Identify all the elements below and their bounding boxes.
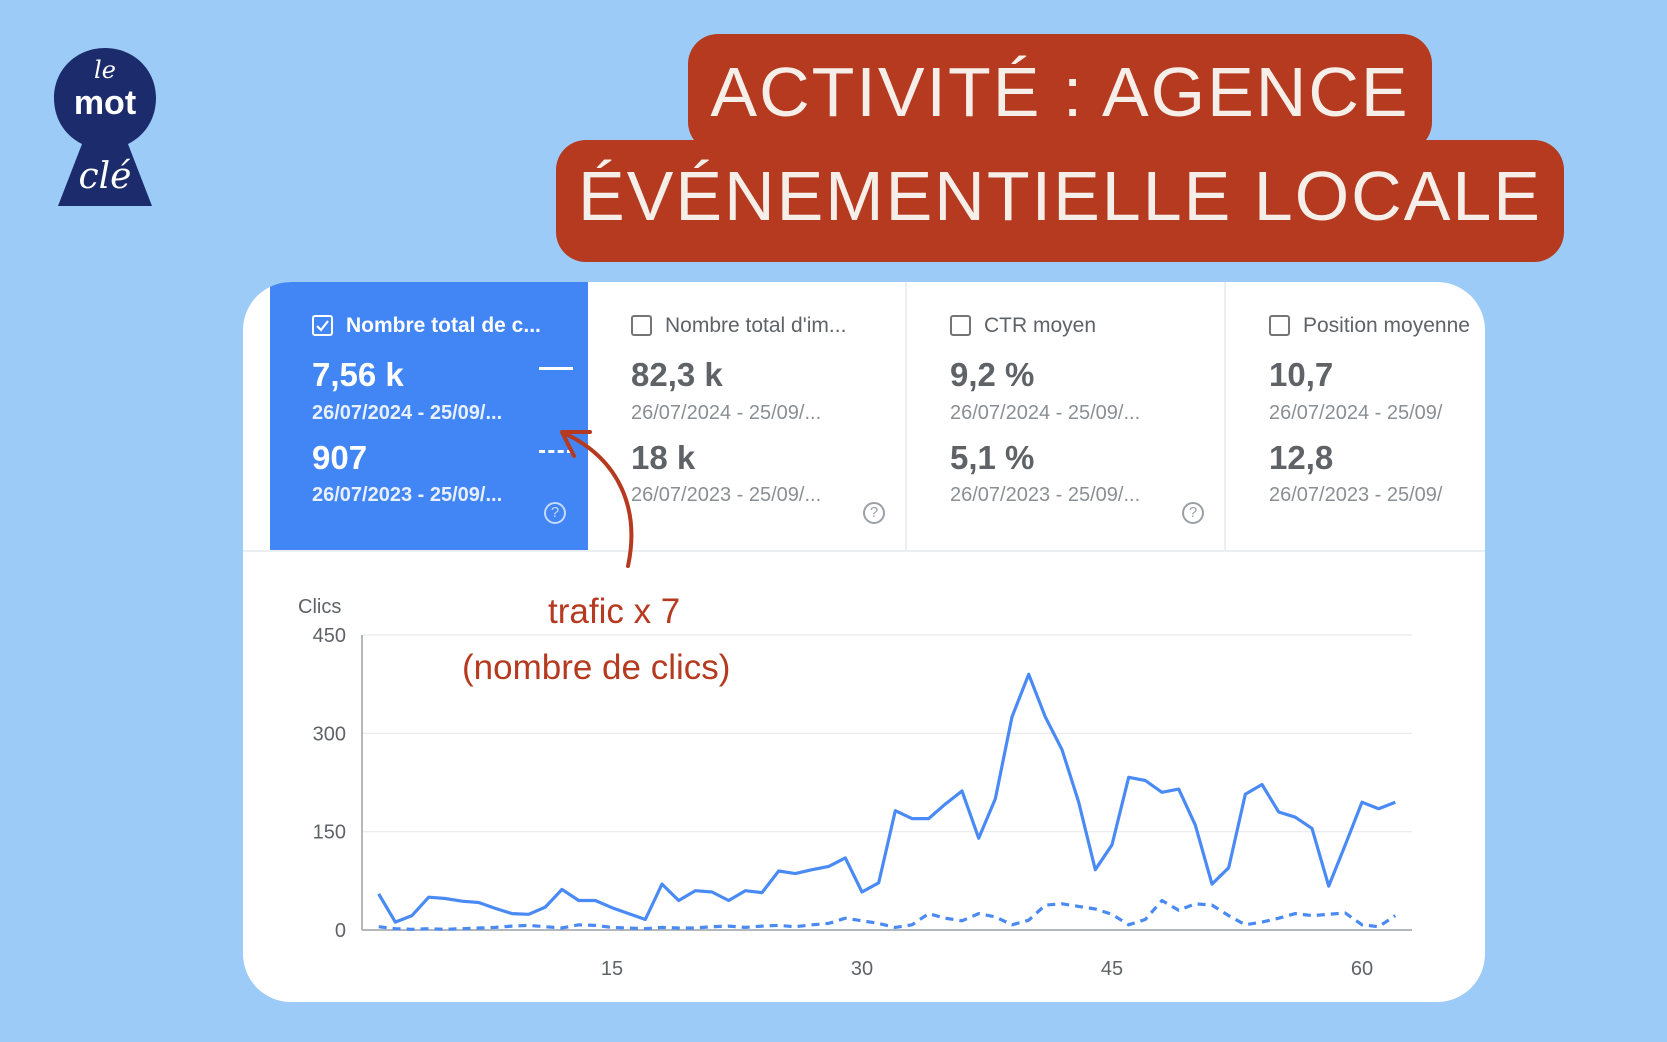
tile-previous-range: 26/07/2023 - 25/09/... [950, 484, 1141, 506]
tile-current-range: 26/07/2024 - 25/09/... [631, 402, 822, 424]
checkbox[interactable] [950, 315, 971, 336]
tile-previous-value: 5,1 % [950, 439, 1035, 476]
tile-current-value: 9,2 % [950, 356, 1035, 393]
help-icon[interactable]: ? [863, 502, 885, 524]
title-banner-top [688, 34, 1432, 152]
metric-tile-impressions[interactable]: Nombre total d'im... 82,3 k 26/07/2024 -… [589, 282, 907, 550]
tile-previous-range: 26/07/2023 - 25/09/ [1269, 484, 1443, 506]
help-icon[interactable]: ? [544, 502, 566, 524]
tile-divider [905, 282, 907, 550]
help-icon[interactable]: ? [1182, 502, 1204, 524]
metric-tile-position[interactable]: Position moyenne 10,7 26/07/2024 - 25/09… [1227, 282, 1485, 550]
checkbox-checked[interactable] [312, 315, 333, 336]
tile-previous-value: 907 [312, 439, 368, 476]
checkbox[interactable] [1269, 315, 1290, 336]
title-line-2: ÉVÉNEMENTIELLE LOCALE [578, 157, 1542, 235]
logo-line-3: clé [78, 156, 132, 197]
tile-previous-range: 26/07/2023 - 25/09/... [631, 484, 822, 506]
search-console-card: Nombre total de c... 7,56 k 26/07/2024 -… [243, 282, 1485, 1002]
annotation-line-1: trafic x 7 [548, 592, 681, 631]
tile-previous-value: 12,8 [1269, 439, 1334, 476]
tile-divider [1224, 282, 1226, 550]
logo-line-1: le [94, 56, 116, 84]
tile-label: Position moyenne [1303, 314, 1470, 337]
legend-solid-line [539, 367, 573, 370]
tile-current-value: 82,3 k [631, 356, 723, 393]
tile-current-value: 10,7 [1269, 356, 1334, 393]
tile-previous-range: 26/07/2023 - 25/09/... [312, 484, 503, 506]
tile-label: Nombre total de c... [346, 314, 541, 337]
checkbox[interactable] [631, 315, 652, 336]
metric-tile-clicks[interactable]: Nombre total de c... 7,56 k 26/07/2024 -… [270, 282, 588, 550]
tile-label: CTR moyen [984, 314, 1097, 337]
legend-dashed-line [539, 450, 573, 453]
tile-previous-value: 18 k [631, 439, 696, 476]
tiles-divider [243, 550, 1485, 552]
le-mot-cle-logo: le mot clé [52, 46, 158, 208]
tile-label: Nombre total d'im... [665, 314, 847, 337]
keyhole-shape [54, 48, 156, 206]
title-line-1: ACTIVITÉ : AGENCE [710, 53, 1410, 131]
tile-current-range: 26/07/2024 - 25/09/... [950, 402, 1141, 424]
annotation-line-2: (nombre de clics) [462, 648, 731, 687]
title-banner-bottom [556, 140, 1564, 262]
metric-tile-ctr[interactable]: CTR moyen 9,2 % 26/07/2024 - 25/09/... 5… [908, 282, 1226, 550]
logo-line-2: mot [73, 84, 137, 122]
tile-current-range: 26/07/2024 - 25/09/... [312, 402, 503, 424]
tile-current-value: 7,56 k [312, 356, 404, 393]
tile-current-range: 26/07/2024 - 25/09/ [1269, 402, 1443, 424]
check-icon [316, 320, 329, 332]
